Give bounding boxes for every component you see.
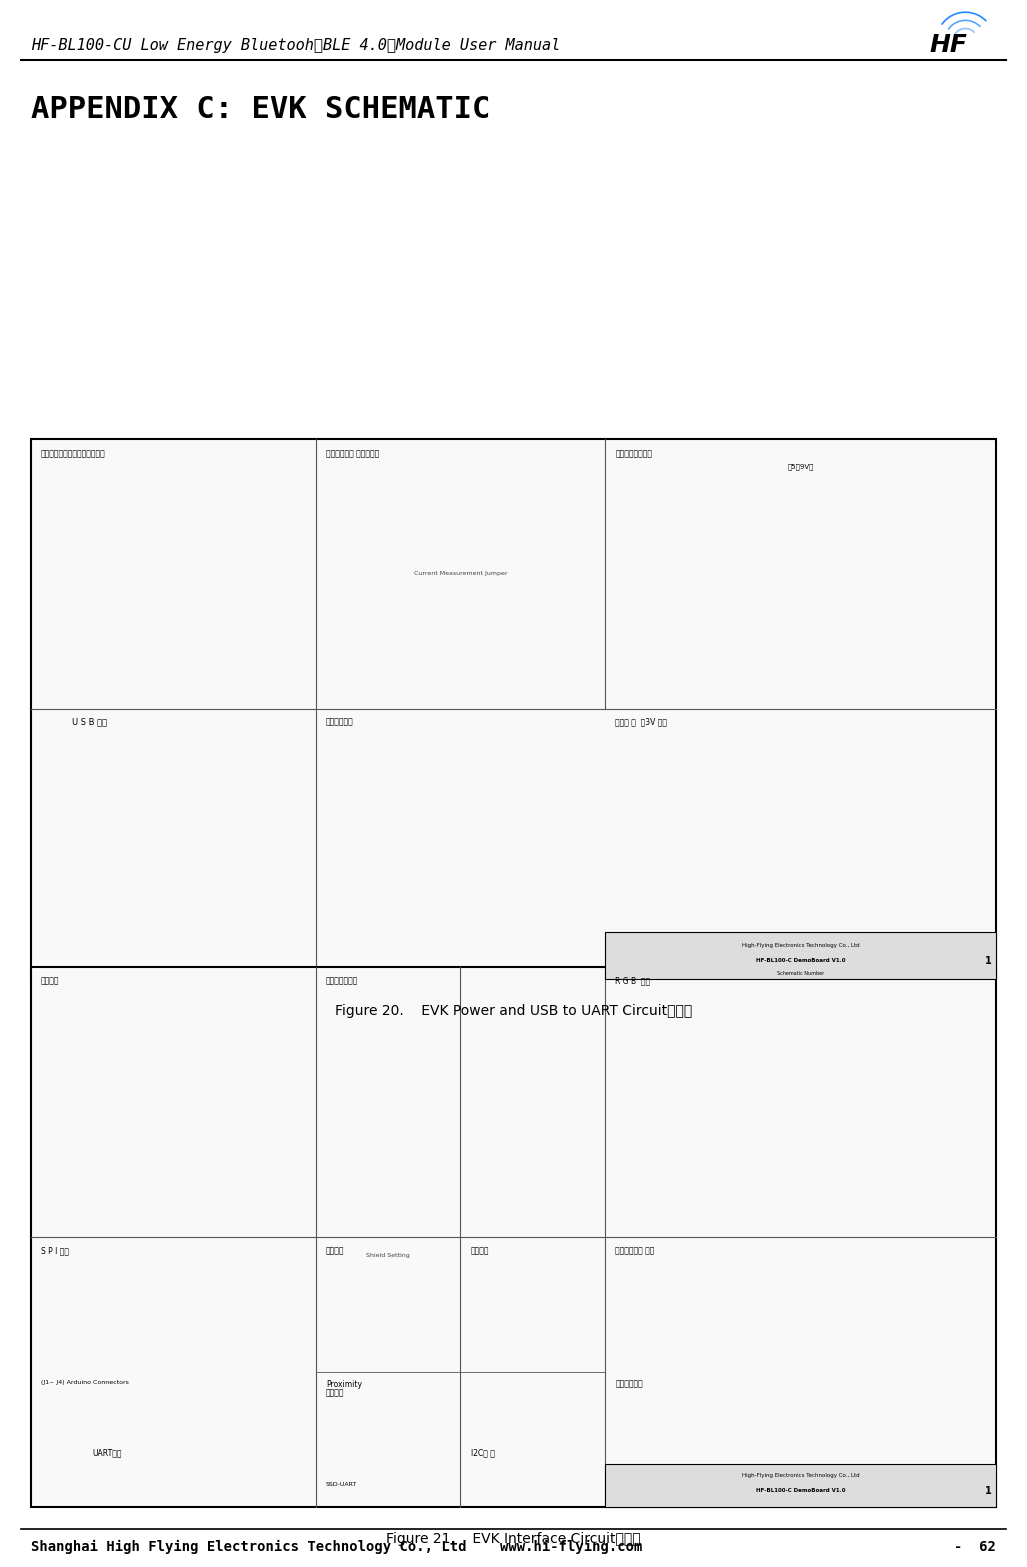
Text: HF-BL100-C DemoBoard V1.0: HF-BL100-C DemoBoard V1.0 [756,957,845,964]
Text: 外接电源和组 扣电池跳选: 外接电源和组 扣电池跳选 [326,450,379,459]
Text: UART串口: UART串口 [92,1448,122,1457]
Text: 外接电源（非纽扣电池）指示灯: 外接电源（非纽扣电池）指示灯 [41,450,106,459]
Text: 复位按钮: 复位按钮 [326,1247,344,1255]
Text: 1: 1 [985,1486,991,1496]
Text: 纽扣电池输入: 纽扣电池输入 [326,718,353,726]
Text: R G B  三灯: R G B 三灯 [615,976,651,986]
Bar [31,439,996,979]
Text: High-Flying Electronics Technology Co., Ltd: High-Flying Electronics Technology Co., … [741,1473,860,1478]
Text: -  62: - 62 [954,1540,996,1553]
Text: HF-BL100-C DemoBoard V1.0: HF-BL100-C DemoBoard V1.0 [756,1489,845,1493]
Text: Shanghai High Flying Electronics Technology Co., Ltd    www.hi-flying.com: Shanghai High Flying Electronics Technol… [31,1539,642,1554]
Bar [605,932,996,979]
Text: 用户按钮: 用户按钮 [470,1247,489,1255]
Text: U S B 转口: U S B 转口 [72,718,107,726]
Text: 蓝牙模块接口: 蓝牙模块接口 [615,1381,643,1388]
Text: 滑动触控条接口: 滑动触控条接口 [326,976,358,986]
Text: SSD-UART: SSD-UART [326,1482,357,1487]
Text: Proximity: Proximity [326,1381,362,1388]
Text: Figure 21.    EVK Interface Circuit（二）: Figure 21. EVK Interface Circuit（二） [386,1533,641,1545]
Text: 蓝牙模块供电 电路: 蓝牙模块供电 电路 [615,1247,655,1255]
Text: HF: HF [929,33,967,58]
Text: 烧录接口: 烧录接口 [326,1388,344,1398]
Text: 通用接口: 通用接口 [41,976,60,986]
Text: 外接电源输入接口: 外接电源输入接口 [615,450,652,459]
Text: S P I 接口: S P I 接口 [41,1247,69,1255]
Text: I2C接 口: I2C接 口 [470,1448,495,1457]
Text: APPENDIX C: EVK SCHEMATIC: APPENDIX C: EVK SCHEMATIC [31,96,490,124]
Text: Current Measurement Jumper: Current Measurement Jumper [414,572,507,577]
Text: 外接电 源  转3V 输出: 外接电 源 转3V 输出 [615,718,668,726]
Text: HF-BL100-CU Low Energy Bluetooh（BLE 4.0）Module User Manual: HF-BL100-CU Low Energy Bluetooh（BLE 4.0）… [31,38,560,53]
Text: High-Flying Electronics Technology Co., Ltd: High-Flying Electronics Technology Co., … [741,943,860,948]
Bar [31,967,996,1507]
Text: 1: 1 [985,956,991,965]
Text: Shield Setting: Shield Setting [367,1254,410,1258]
Text: (J1~ J4) Arduino Connectors: (J1~ J4) Arduino Connectors [41,1381,129,1385]
Text: （5～9V）: （5～9V） [788,464,813,470]
Text: Figure 20.    EVK Power and USB to UART Circuit（一）: Figure 20. EVK Power and USB to UART Cir… [335,1004,692,1017]
Bar [605,1464,996,1507]
Text: Schematic Number: Schematic Number [777,972,825,976]
